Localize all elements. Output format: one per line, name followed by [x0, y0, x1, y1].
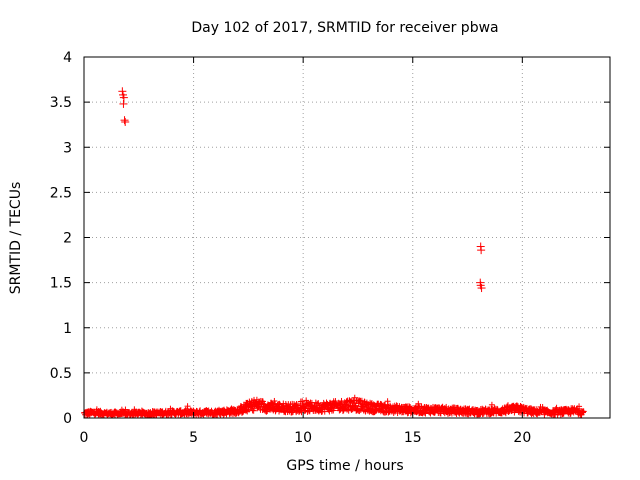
y-tick-label: 3: [63, 140, 72, 156]
y-tick-label: 4: [63, 50, 72, 66]
baseline-point: [246, 406, 253, 413]
plot-border: [83, 56, 611, 419]
baseline-point: [250, 407, 257, 414]
baseline-point: [260, 400, 267, 407]
x-tick-label: 15: [404, 430, 422, 446]
y-axis-label: SRMTID / TECUs: [8, 182, 24, 295]
outlier-point: [120, 116, 129, 125]
baseline-point: [271, 397, 278, 404]
outlier-point: [477, 284, 486, 293]
y-tick-label: 2.5: [50, 185, 72, 201]
y-axis: 0 0.5 1 1.5 2 2.5 3 3.5 4: [50, 50, 610, 427]
outlier-point: [121, 117, 130, 126]
y-tick-label: 1: [63, 321, 72, 337]
y-tick-label: 0: [63, 411, 72, 427]
y-tick-label: 0.5: [50, 366, 72, 382]
x-tick-label: 10: [294, 430, 312, 446]
y-tick-label: 3.5: [50, 95, 72, 111]
x-tick-label: 20: [513, 430, 531, 446]
x-tick-label: 5: [189, 430, 198, 446]
baseline-point: [293, 401, 300, 408]
baseline-point: [576, 403, 583, 410]
baseline-point: [326, 408, 333, 415]
y-tick-label: 2: [63, 231, 72, 247]
baseline-point: [580, 408, 587, 415]
baseline-point: [351, 394, 358, 401]
baseline-point: [347, 398, 354, 405]
x-axis-label: GPS time / hours: [286, 458, 403, 474]
data-points: [81, 87, 587, 419]
grid-lines: [84, 57, 610, 418]
baseline-point: [312, 399, 319, 406]
y-tick-label: 1.5: [50, 276, 72, 292]
outlier-point: [119, 99, 128, 108]
baseline-point: [184, 403, 191, 410]
outlier-point: [118, 87, 127, 96]
chart-title: Day 102 of 2017, SRMTID for receiver pbw…: [191, 20, 498, 36]
baseline-point: [243, 407, 250, 414]
x-tick-label: 0: [80, 430, 89, 446]
outlier-point: [477, 246, 486, 255]
x-axis: 0 5 10 15 20: [80, 57, 531, 446]
baseline-point: [330, 407, 337, 414]
baseline-point: [358, 397, 365, 404]
